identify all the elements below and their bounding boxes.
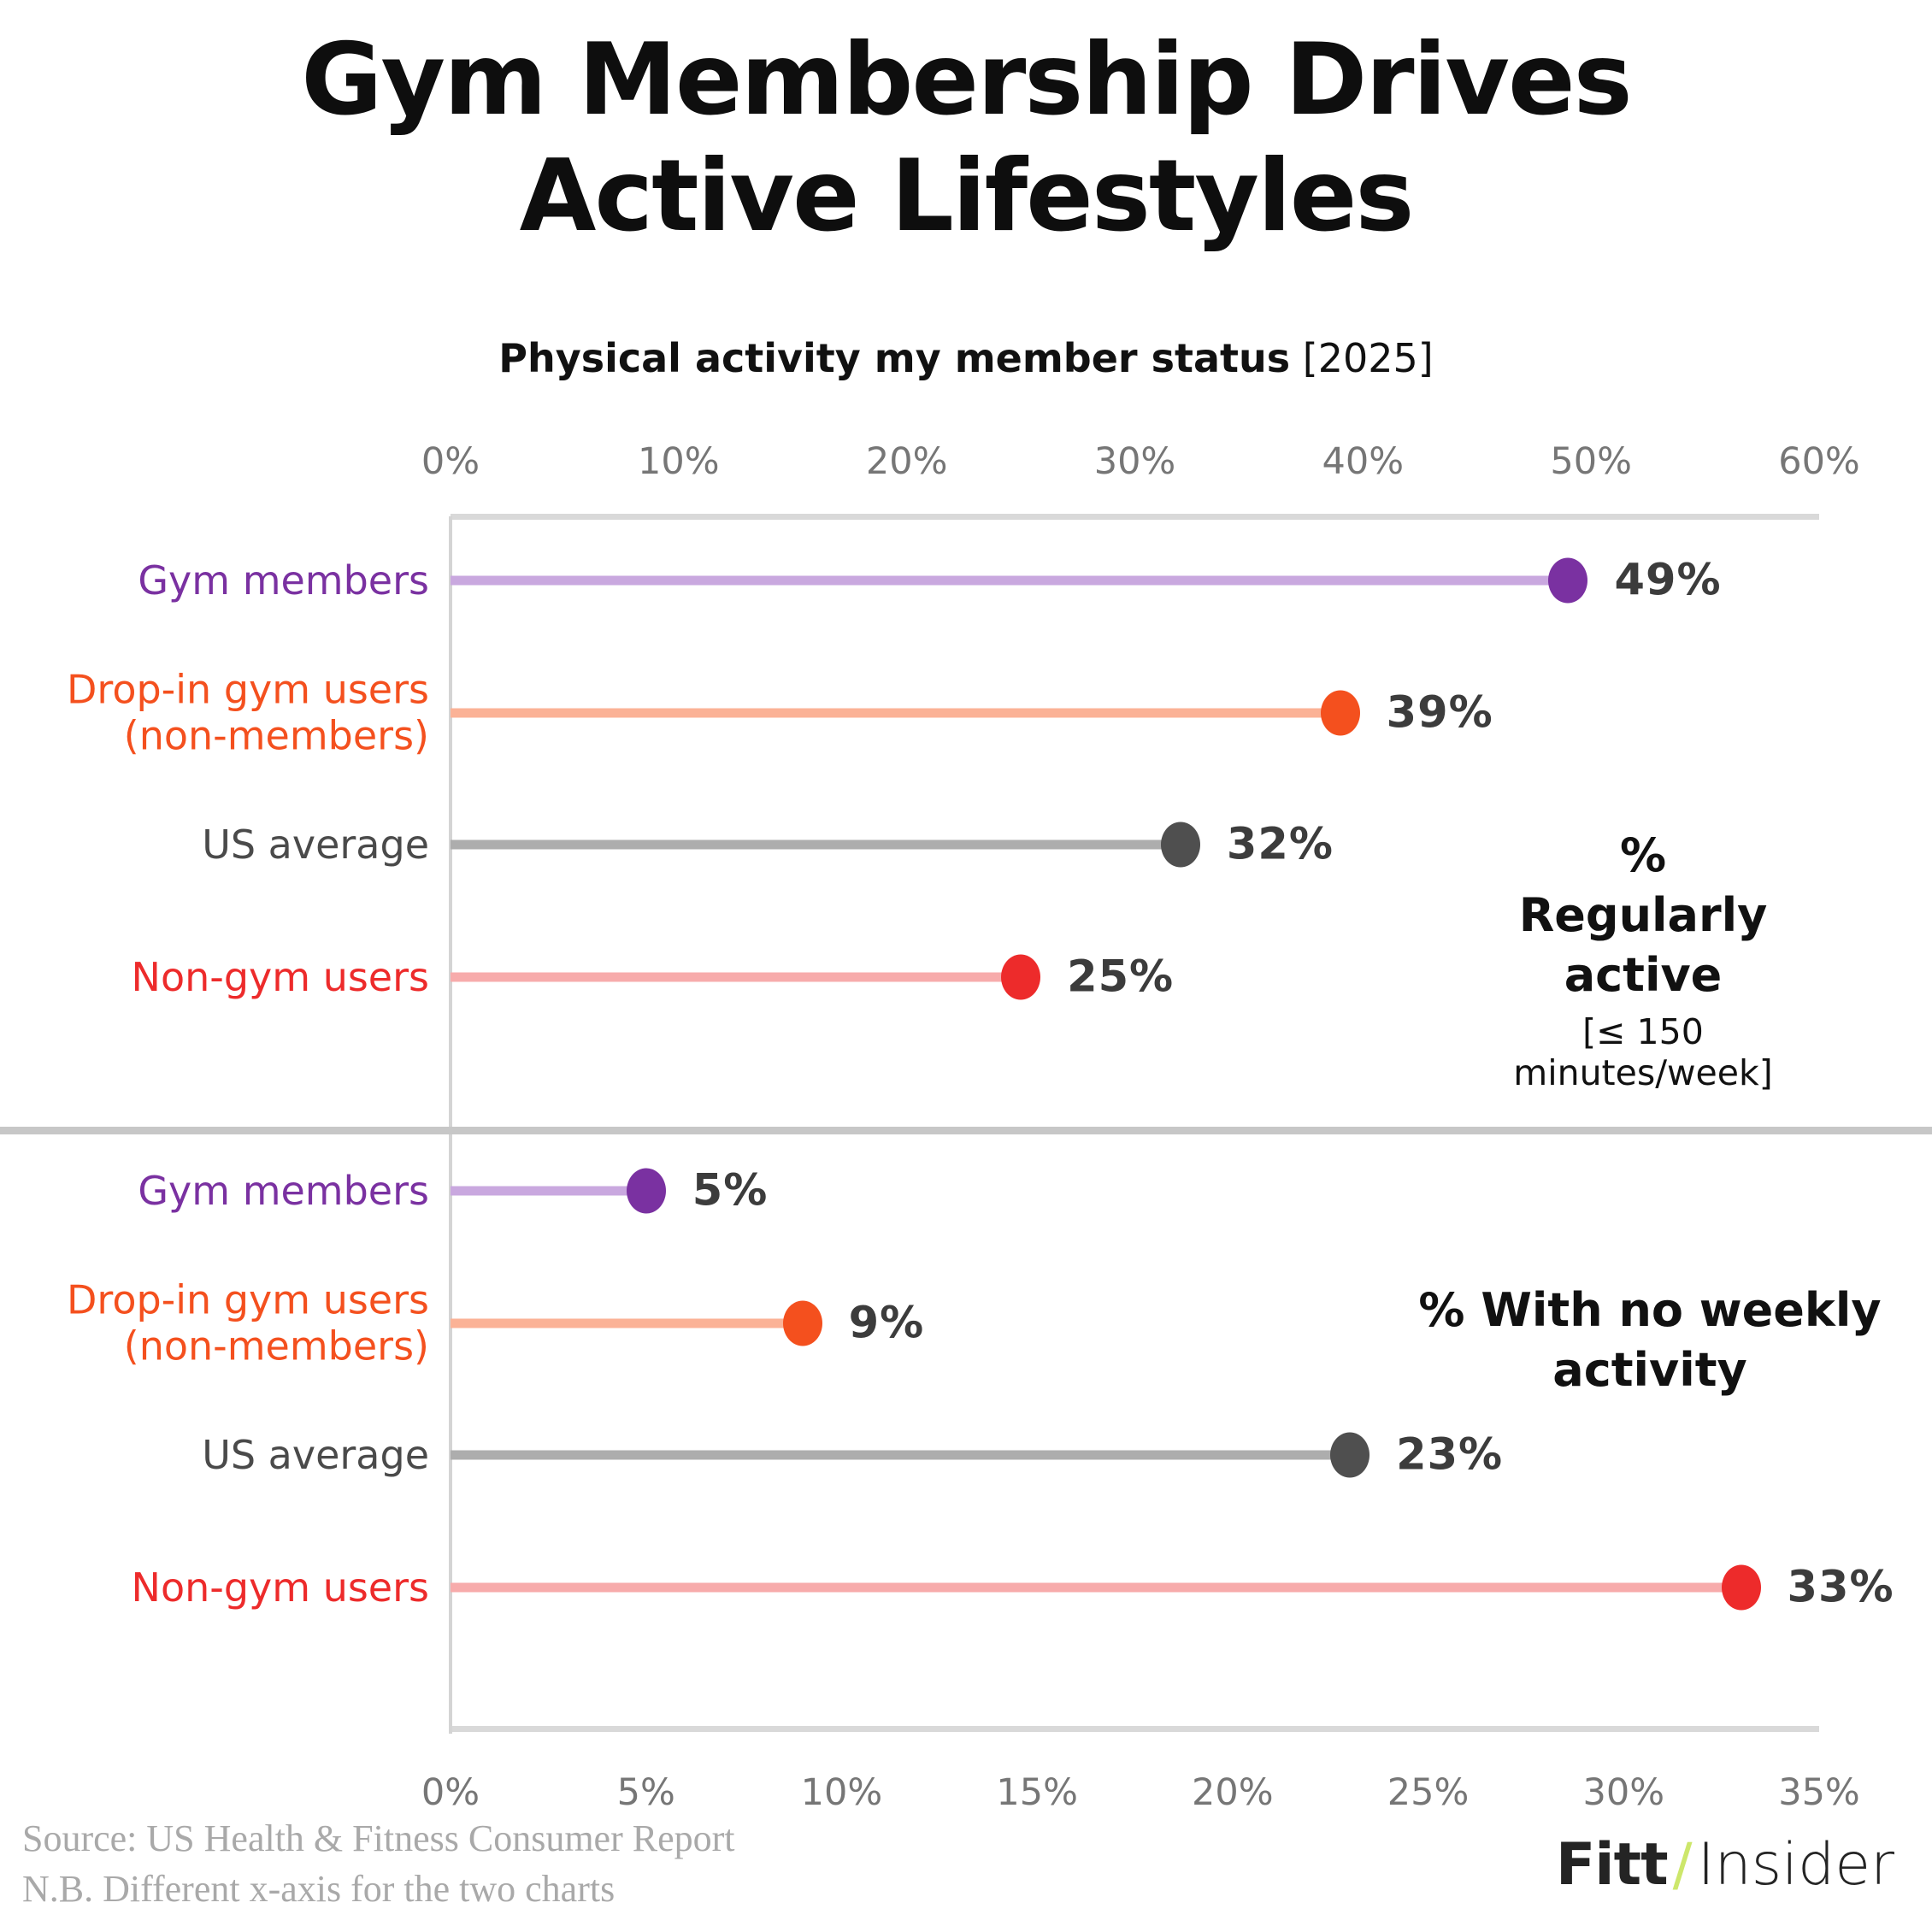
x-axis-tick-label: 35% bbox=[1778, 1771, 1860, 1814]
lollipop-stem bbox=[451, 575, 1569, 586]
x-axis-tick-label: 50% bbox=[1550, 440, 1632, 483]
logo-insider: Insider bbox=[1697, 1831, 1894, 1899]
category-label: Gym members bbox=[138, 1167, 429, 1214]
y-axis-line bbox=[449, 516, 452, 1127]
annotation-no-weekly-activity: % With no weekly activity bbox=[1359, 1281, 1932, 1400]
category-label: Gym members bbox=[138, 557, 429, 604]
lollipop-dot bbox=[782, 1300, 822, 1346]
x-axis-tick-label: 25% bbox=[1387, 1771, 1470, 1814]
category-label: Drop-in gym users (non-members) bbox=[67, 1276, 429, 1369]
category-label: Non-gym users bbox=[131, 953, 429, 1000]
lollipop-stem bbox=[451, 1450, 1351, 1460]
value-label: 23% bbox=[1396, 1429, 1504, 1481]
x-axis-tick-label: 30% bbox=[1093, 440, 1176, 483]
x-axis-line bbox=[451, 1726, 1819, 1732]
lollipop-dot bbox=[1320, 690, 1360, 736]
x-axis-tick-label: 20% bbox=[1192, 1771, 1274, 1814]
page-title: Gym Membership Drives Active Lifestyles bbox=[301, 22, 1632, 254]
x-axis-tick-label: 15% bbox=[996, 1771, 1078, 1814]
y-axis-line bbox=[449, 1134, 452, 1734]
value-label: 32% bbox=[1226, 819, 1334, 870]
value-label: 39% bbox=[1386, 687, 1493, 739]
source-note: Source: US Health & Fitness Consumer Rep… bbox=[22, 1814, 735, 1914]
fitt-insider-logo: Fitt/Insider bbox=[1556, 1831, 1894, 1899]
annotation-note: [≤ 150 minutes/week] bbox=[1513, 1010, 1773, 1093]
x-axis-tick-label: 20% bbox=[865, 440, 948, 483]
x-axis-tick-label: 5% bbox=[616, 1771, 675, 1814]
lollipop-stem bbox=[451, 1318, 803, 1328]
category-label: Non-gym users bbox=[131, 1564, 429, 1611]
lollipop-dot bbox=[626, 1168, 666, 1214]
logo-slash-icon: / bbox=[1672, 1831, 1693, 1899]
x-axis-tick-label: 40% bbox=[1322, 440, 1405, 483]
value-label: 33% bbox=[1787, 1562, 1894, 1613]
chart-divider bbox=[0, 1127, 1932, 1134]
annotation-title: % With no weekly activity bbox=[1418, 1283, 1882, 1398]
category-label: US average bbox=[202, 1431, 429, 1478]
logo-fitt: Fitt bbox=[1555, 1831, 1669, 1899]
lollipop-dot bbox=[1001, 954, 1041, 1000]
x-axis-tick-label: 0% bbox=[421, 440, 480, 483]
category-label: Drop-in gym users (non-members) bbox=[67, 666, 429, 759]
lollipop-stem bbox=[451, 972, 1022, 982]
x-axis-tick-label: 30% bbox=[1582, 1771, 1665, 1814]
lollipop-dot bbox=[1160, 822, 1200, 868]
value-label: 25% bbox=[1067, 951, 1175, 1003]
lollipop-stem bbox=[451, 839, 1181, 850]
category-label: US average bbox=[202, 821, 429, 868]
x-axis-tick-label: 10% bbox=[638, 440, 720, 483]
lollipop-dot bbox=[1330, 1432, 1370, 1478]
subtitle-text: Physical activity my member status bbox=[498, 335, 1291, 381]
lollipop-stem bbox=[451, 1186, 646, 1196]
annotation-title: % Regularly active bbox=[1518, 828, 1768, 1003]
x-axis-tick-label: 0% bbox=[421, 1771, 480, 1814]
value-label: 9% bbox=[848, 1298, 925, 1349]
lollipop-stem bbox=[451, 708, 1340, 718]
value-label: 49% bbox=[1614, 555, 1722, 606]
subtitle-year: [2025] bbox=[1290, 335, 1434, 381]
nb-line: N.B. Different x-axis for the two charts bbox=[22, 1867, 616, 1910]
value-label: 5% bbox=[692, 1165, 769, 1216]
page-subtitle: Physical activity my member status [2025… bbox=[498, 335, 1433, 381]
lollipop-stem bbox=[451, 1582, 1741, 1593]
x-axis-tick-label: 10% bbox=[800, 1771, 883, 1814]
x-axis-line bbox=[451, 514, 1819, 520]
source-line: Source: US Health & Fitness Consumer Rep… bbox=[22, 1817, 735, 1859]
lollipop-dot bbox=[1721, 1564, 1761, 1611]
lollipop-dot bbox=[1548, 557, 1588, 604]
annotation-regularly-active: % Regularly active [≤ 150 minutes/week] bbox=[1499, 826, 1788, 1093]
x-axis-tick-label: 60% bbox=[1778, 440, 1860, 483]
